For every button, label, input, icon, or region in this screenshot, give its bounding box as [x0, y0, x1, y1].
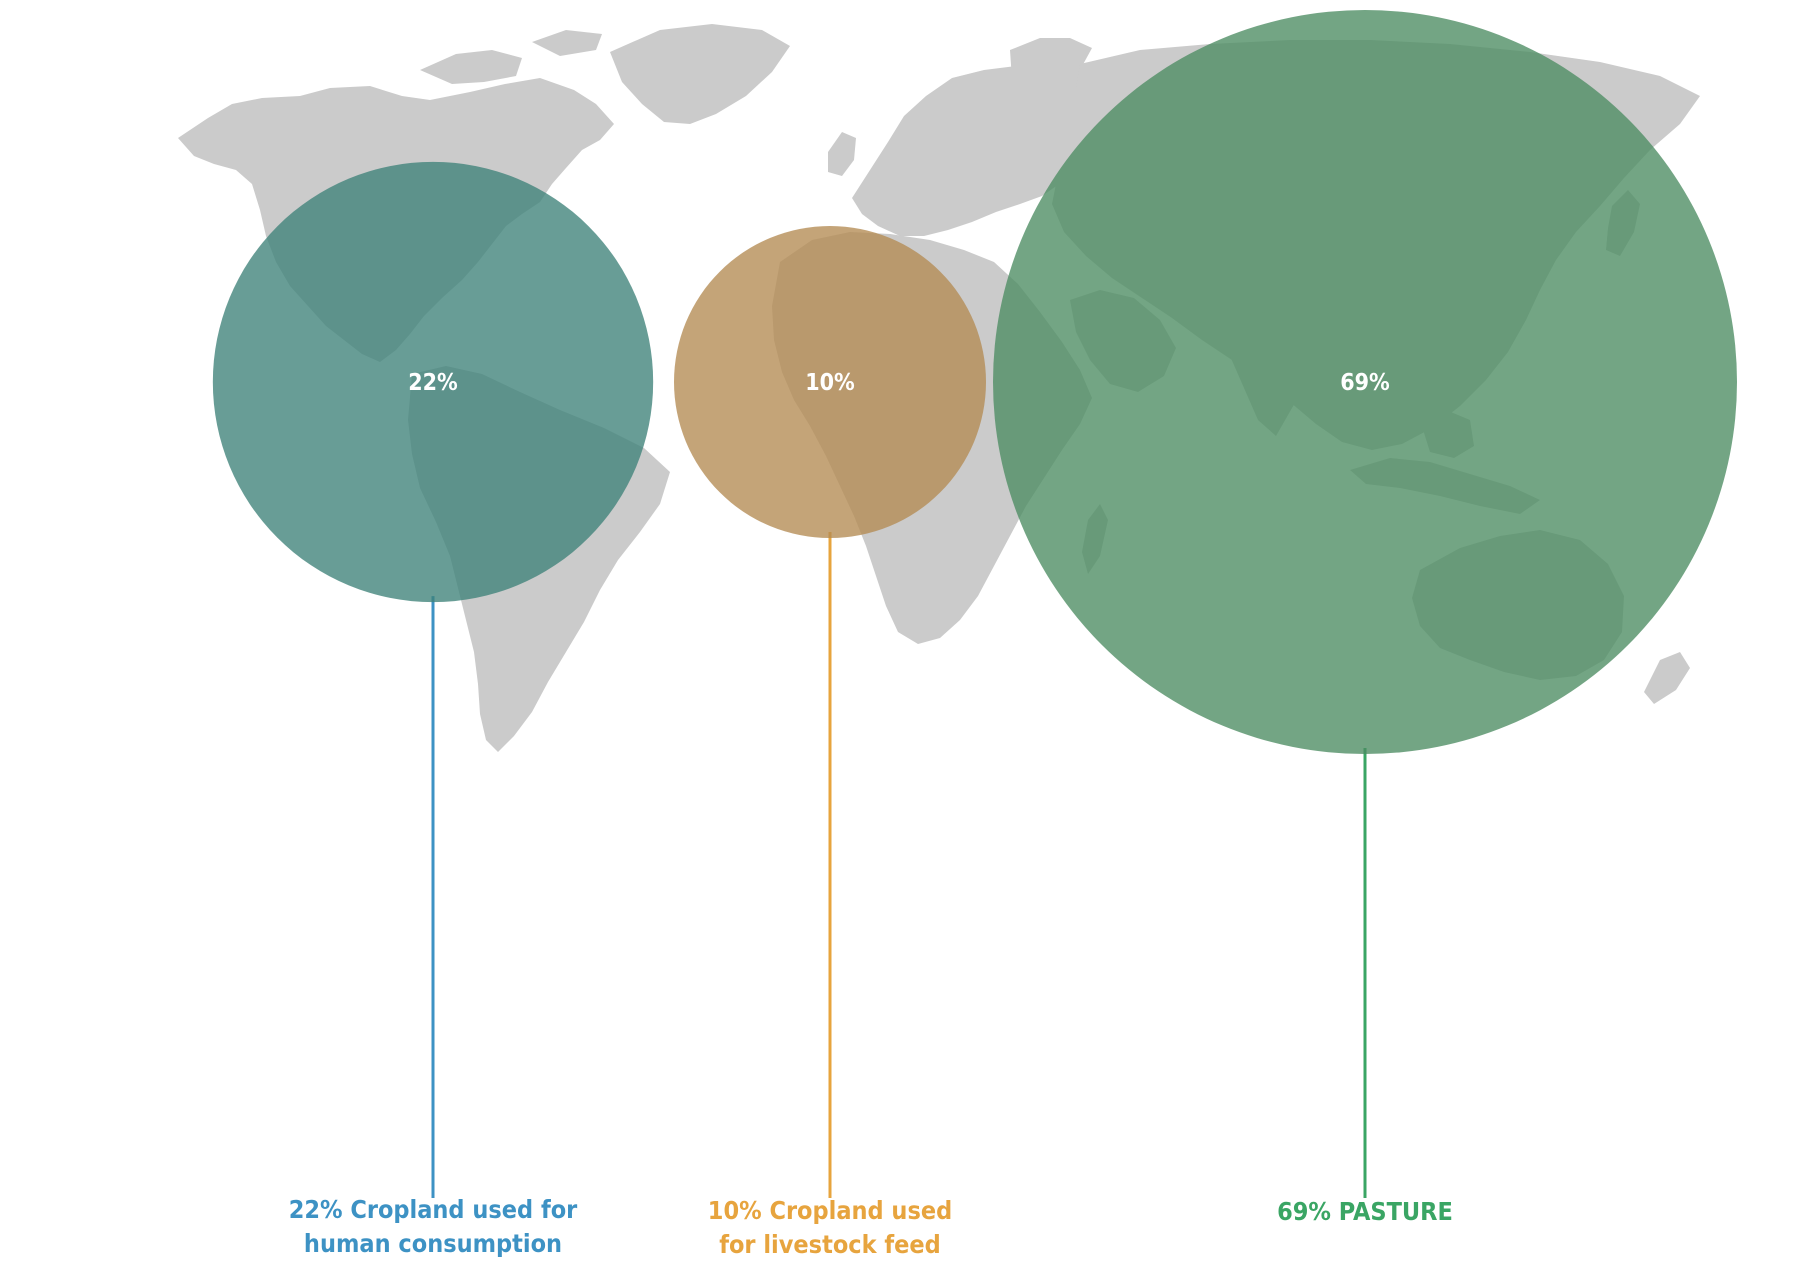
map-arctic-islands-2 — [532, 30, 602, 56]
map-greenland — [610, 24, 790, 124]
map-uk — [828, 132, 856, 176]
caption-line: 22% Cropland used for — [289, 1195, 578, 1224]
bubble — [674, 226, 986, 538]
bubble-value-label: 10% — [805, 370, 855, 396]
map-arctic-islands — [420, 50, 522, 84]
caption-line: human consumption — [304, 1229, 562, 1258]
caption-line: 69% PASTURE — [1277, 1197, 1453, 1226]
chart-marks: 22% 22% Cropland used for human consumptio… — [212, 10, 1737, 1259]
map-scandinavia — [1010, 38, 1092, 92]
map-new-zealand — [1644, 652, 1690, 704]
bubble — [993, 10, 1737, 754]
bubble — [212, 161, 654, 603]
bubble-value-label: 69% — [1340, 370, 1390, 396]
map-europe — [852, 62, 1104, 236]
caption-line: for livestock feed — [719, 1230, 941, 1259]
bubble-value-label: 22% — [408, 370, 458, 396]
caption-line: 10% Cropland used — [708, 1196, 952, 1225]
